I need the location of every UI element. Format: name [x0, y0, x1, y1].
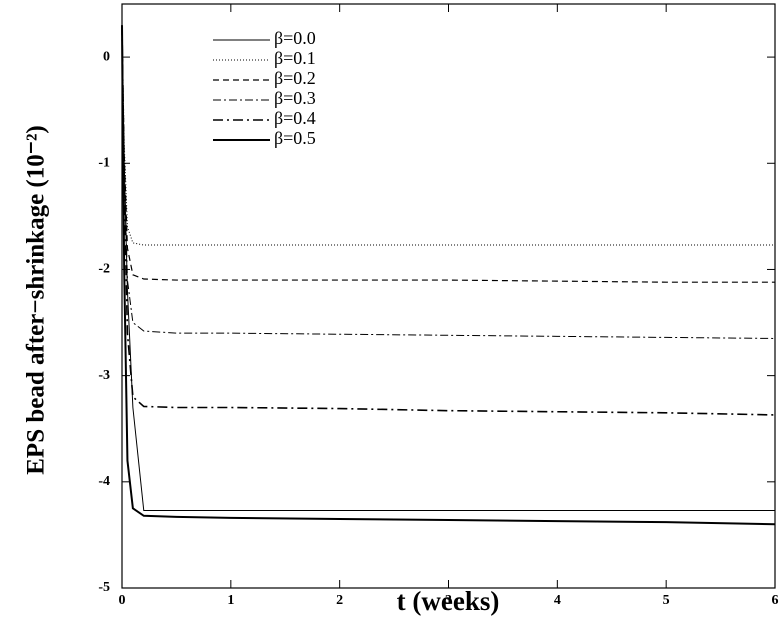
y-tick-label: -1 [98, 155, 110, 170]
y-axis-label: EPS bead after−shrinkage (10⁻²) [23, 125, 50, 475]
y-tick-label: 0 [103, 49, 110, 64]
x-tick-label: 1 [227, 593, 234, 608]
series-line [121, 25, 776, 526]
y-tick-label: -5 [98, 580, 110, 595]
legend-label: β=0.2 [274, 68, 316, 88]
series-line [121, 25, 775, 511]
y-tick-label: -3 [98, 368, 110, 383]
x-tick-label: 6 [772, 593, 779, 608]
series-line [121, 25, 775, 246]
x-tick-label: 3 [445, 593, 452, 608]
plot-frame [121, 3, 776, 589]
legend-label: β=0.4 [274, 108, 316, 128]
legend-label: β=0.5 [274, 128, 316, 148]
series-line [121, 25, 775, 283]
series-line [121, 25, 776, 416]
x-axis-label: t (weeks) [397, 586, 500, 616]
series-line [121, 25, 776, 339]
legend-label: β=0.1 [274, 48, 316, 68]
y-tick-label: -4 [98, 474, 110, 489]
x-tick-label: 4 [554, 593, 561, 608]
x-tick-label: 2 [336, 593, 343, 608]
y-tick-label: -2 [98, 262, 110, 277]
legend-label: β=0.0 [274, 28, 316, 48]
legend-label: β=0.3 [274, 88, 316, 108]
x-tick-label: 5 [663, 593, 670, 608]
x-tick-label: 0 [119, 593, 126, 608]
